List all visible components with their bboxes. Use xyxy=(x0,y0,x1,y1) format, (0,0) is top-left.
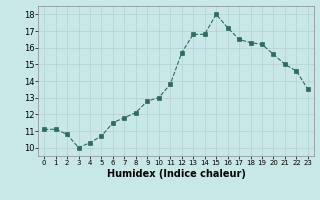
X-axis label: Humidex (Indice chaleur): Humidex (Indice chaleur) xyxy=(107,169,245,179)
